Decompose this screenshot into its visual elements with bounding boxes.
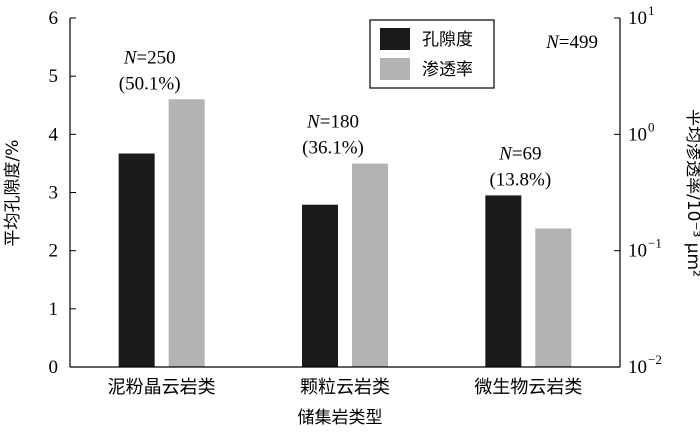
y-tick-label-right: 10 1 <box>628 3 655 29</box>
y-tick-label-left: 5 <box>49 66 59 87</box>
bar-permeability <box>168 99 205 367</box>
total-n-value: 499 <box>570 32 599 53</box>
legend-swatch-porosity <box>380 28 410 50</box>
annotation-count: N=250 <box>123 47 176 68</box>
x-tick-label: 泥粉晶云岩类 <box>108 377 216 398</box>
total-count-annotation: N=499 <box>545 32 598 53</box>
annotation-n-symbol: N <box>498 143 513 164</box>
y-tick-label-left: 3 <box>49 183 59 204</box>
total-equals: = <box>559 32 570 53</box>
annotation-count: N=69 <box>498 143 541 164</box>
y-tick-label-right: 10 0 <box>628 119 655 145</box>
bar-permeability <box>352 163 388 367</box>
total-n-symbol: N <box>545 32 560 53</box>
y-tick-label-left: 1 <box>49 299 59 320</box>
x-tick-label: 微生物云岩类 <box>474 377 582 398</box>
y-tick-label-right-exponent: 1 <box>648 3 655 18</box>
annotation-n-value: 250 <box>147 47 176 68</box>
annotation-equals: = <box>136 47 147 68</box>
annotation-percent: (50.1%) <box>119 73 181 94</box>
annotation-equals: = <box>512 143 523 164</box>
y-tick-label-right-exponent: 0 <box>648 119 655 134</box>
annotation-equals: = <box>320 112 331 133</box>
y-tick-label-right: 10 −1 <box>628 236 662 262</box>
bar-porosity <box>302 204 338 367</box>
annotation-percent: (36.1%) <box>302 138 364 159</box>
y-tick-label-left: 2 <box>49 241 59 262</box>
y-tick-label-right-base: 10 <box>628 124 647 145</box>
x-axis-title: 储集岩类型 <box>298 408 383 428</box>
y-tick-label-right-exponent: −1 <box>648 236 662 251</box>
annotation-n-value: 180 <box>330 112 359 133</box>
legend-swatch-permeability <box>380 58 410 80</box>
legend-label-porosity: 孔隙度 <box>422 30 473 50</box>
annotation-n-symbol: N <box>306 112 321 133</box>
annotation-count: N=180 <box>306 112 359 133</box>
y-tick-label-right-exponent: −2 <box>648 352 662 367</box>
annotation-percent: (13.8%) <box>489 169 551 190</box>
y-tick-label-right-base: 10 <box>628 241 647 262</box>
y-tick-label-right: 10 −2 <box>628 352 662 378</box>
annotation-n-symbol: N <box>123 47 138 68</box>
x-tick-label: 颗粒云岩类 <box>300 377 390 398</box>
y-tick-label-left: 0 <box>49 357 59 378</box>
group-annotation: N=250 (50.1%) <box>119 47 181 94</box>
legend-label-permeability: 渗透率 <box>422 60 473 80</box>
group-annotation: N=69 (13.8%) <box>489 143 551 190</box>
bar-permeability <box>535 228 572 367</box>
group-annotation: N=180 (36.1%) <box>302 112 364 159</box>
y-tick-label-right-base: 10 <box>628 8 647 29</box>
y-tick-label-left: 4 <box>49 124 59 145</box>
bar-porosity <box>485 195 522 367</box>
annotation-n-value: 69 <box>523 143 542 164</box>
plot-area: N=250(50.1%)N=180(36.1%) N=69(13.8%)N=499 <box>118 32 598 367</box>
y-tick-label-left: 6 <box>49 8 59 29</box>
bar-porosity <box>118 153 155 367</box>
y-tick-label-right-base: 10 <box>628 357 647 378</box>
y-axis-title-left: 平均孔隙度/% <box>3 140 23 247</box>
y-axis-title-right: 平均渗透率/10⁻³ μm² <box>683 109 700 277</box>
